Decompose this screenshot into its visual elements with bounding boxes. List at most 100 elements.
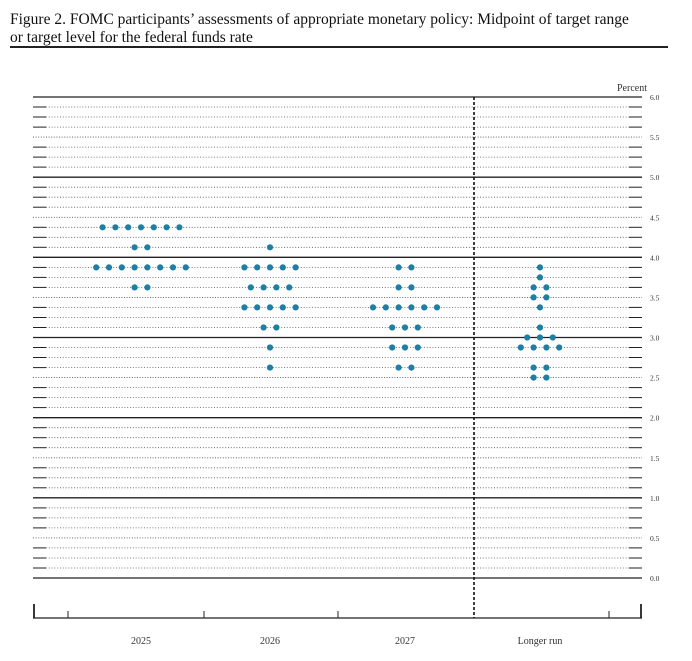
participant-dot <box>247 284 254 291</box>
participant-dot <box>112 224 119 231</box>
participant-dot <box>408 264 415 271</box>
participant-dot <box>163 224 170 231</box>
y-tick-label: 6.0 <box>650 93 660 102</box>
participant-dot <box>273 324 280 331</box>
participant-dot <box>401 344 409 351</box>
participant-dot <box>254 264 261 271</box>
participant-dot <box>182 264 189 271</box>
participant-dot <box>530 284 537 291</box>
participant-dot <box>292 264 299 271</box>
participant-dot <box>241 304 248 311</box>
participant-dot <box>401 324 409 331</box>
participant-dot <box>169 264 177 271</box>
participant-dot <box>517 344 524 351</box>
participant-dot <box>524 334 531 341</box>
participant-dot <box>543 374 550 381</box>
participant-dot <box>131 284 138 291</box>
participant-dot <box>530 344 537 351</box>
figure-title: Figure 2. FOMC participants’ assessments… <box>10 11 680 47</box>
participant-dot <box>144 284 151 291</box>
participant-dot <box>382 304 389 311</box>
x-tick-label: 2025 <box>131 636 151 647</box>
participant-dot <box>137 224 145 231</box>
participant-dot <box>266 244 274 251</box>
participant-dot <box>105 264 113 271</box>
participant-dot <box>279 304 286 311</box>
grid-lines <box>33 96 642 579</box>
participant-dot <box>131 244 138 251</box>
y-tick-label: 2.0 <box>650 414 660 423</box>
participant-dot <box>536 304 544 311</box>
participant-dot <box>543 294 550 301</box>
participant-dot <box>279 264 286 271</box>
y-tick-labels: 6.0 5.5 5.0 4.5 4.0 3.5 3.0 2.5 2.0 1.5 1.0 0.5 0.0 <box>650 93 660 583</box>
y-tick-label: 3.5 <box>650 293 660 302</box>
figure-title-line-2: or target level for the federal funds ra… <box>10 29 253 46</box>
participant-dot <box>414 344 421 351</box>
participant-dot <box>286 284 293 291</box>
participant-dot <box>241 264 248 271</box>
participant-dot <box>408 304 415 311</box>
y-tick-label: 2.5 <box>650 374 660 383</box>
participant-dot <box>408 364 415 371</box>
participant-dot <box>543 364 550 371</box>
participant-dot <box>530 364 537 371</box>
participant-dot <box>176 224 183 231</box>
participant-dot <box>433 304 441 311</box>
participant-dot <box>549 334 556 341</box>
y-axis-label: Percent <box>617 83 647 94</box>
y-tick-label: 1.0 <box>650 494 660 503</box>
participant-dot <box>530 294 537 301</box>
participant-dot <box>389 324 396 331</box>
title-rule <box>10 46 668 48</box>
participant-dot <box>408 284 415 291</box>
participant-dot <box>260 324 267 331</box>
participant-dot <box>369 304 377 311</box>
x-tick-label: 2027 <box>395 636 415 647</box>
y-tick-label: 1.5 <box>650 454 660 463</box>
y-tick-label: 3.0 <box>650 334 660 343</box>
participant-dot <box>556 344 563 351</box>
participant-dot <box>93 264 100 271</box>
y-tick-label: 0.0 <box>650 574 660 583</box>
x-tick-label: Longer run <box>518 636 563 647</box>
participant-dot <box>389 344 396 351</box>
participant-dot <box>118 264 125 271</box>
participant-dot <box>266 304 274 311</box>
participant-dot <box>266 264 274 271</box>
participant-dots <box>93 224 563 381</box>
participant-dot <box>414 324 421 331</box>
x-axis <box>33 604 642 619</box>
y-tick-label: 4.5 <box>650 213 660 222</box>
participant-dot <box>273 284 280 291</box>
participant-dot <box>260 284 267 291</box>
participant-dot <box>125 224 132 231</box>
y-tick-label: 5.0 <box>650 173 660 182</box>
participant-dot <box>99 224 106 231</box>
participant-dot <box>144 264 151 271</box>
y-tick-label: 4.0 <box>650 253 660 262</box>
participant-dot <box>536 324 544 331</box>
participant-dot <box>536 264 544 271</box>
participant-dot <box>292 304 299 311</box>
x-tick-labels: 2025 2026 2027 Longer run <box>131 636 562 647</box>
participant-dot <box>536 274 544 281</box>
participant-dot <box>395 284 402 291</box>
participant-dot <box>395 264 402 271</box>
participant-dot <box>254 304 261 311</box>
participant-dot <box>266 344 274 351</box>
participant-dot <box>536 334 544 341</box>
participant-dot <box>530 374 537 381</box>
participant-dot <box>395 304 402 311</box>
participant-dot <box>131 264 138 271</box>
participant-dot <box>266 364 274 371</box>
y-tick-label: 5.5 <box>650 133 660 142</box>
x-tick-label: 2026 <box>260 636 280 647</box>
participant-dot <box>395 364 402 371</box>
y-tick-label: 0.5 <box>650 534 660 543</box>
participant-dot <box>144 244 151 251</box>
participant-dot <box>543 344 550 351</box>
participant-dot <box>157 264 164 271</box>
participant-dot <box>150 224 157 231</box>
